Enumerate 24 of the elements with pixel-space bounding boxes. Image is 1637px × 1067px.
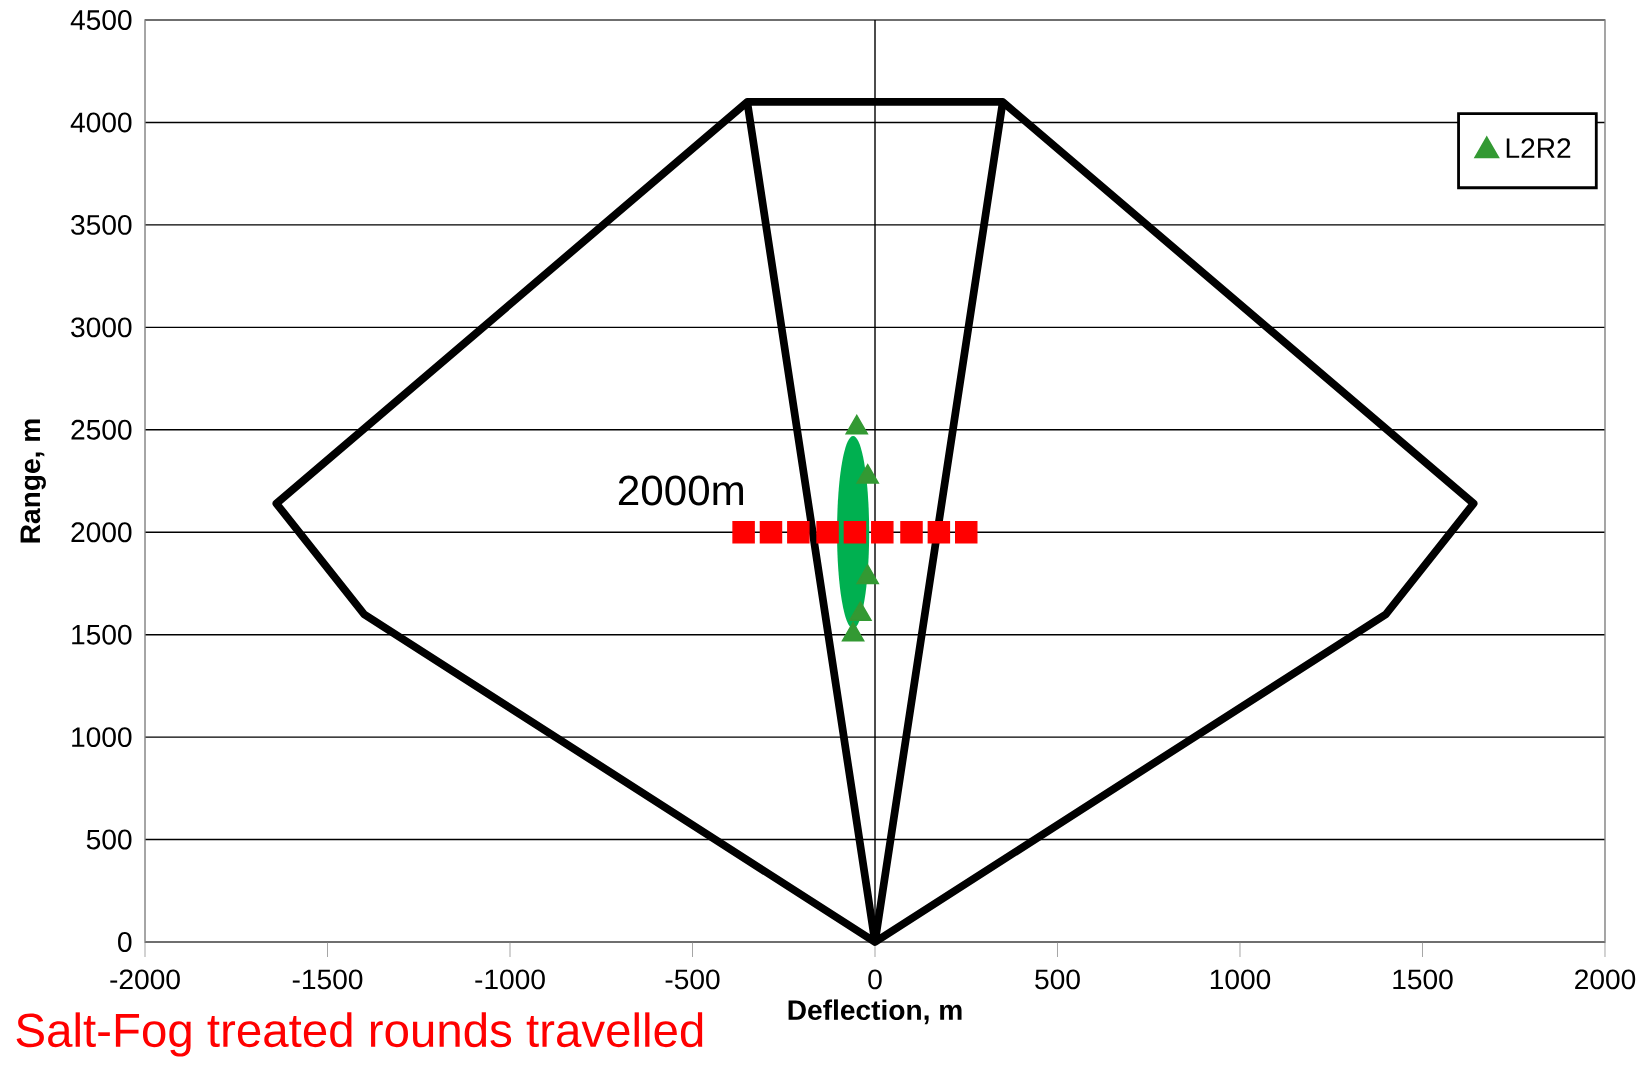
y-tick-label: 4500	[70, 10, 132, 30]
y-tick-label: 2000	[71, 522, 132, 543]
x-tick-label: -1000	[475, 969, 545, 990]
y-tick-label: 1000	[72, 727, 132, 748]
x-tick-label: 1500	[1393, 969, 1453, 990]
x-tick-label: 0	[868, 969, 882, 990]
text: Salt-Fog treated rounds travelled	[16, 1012, 703, 1057]
y-axis-title: Range, m	[20, 419, 46, 543]
x-tick-label: 500	[1035, 969, 1080, 990]
x-tick-label: -2000	[110, 969, 180, 990]
x-tick-label: -1500	[292, 969, 363, 990]
y-tick-label: 3000	[71, 317, 132, 338]
y-tick-label: 3500	[71, 214, 132, 235]
x-tick-label: 2000	[1575, 969, 1636, 990]
y-tick-label: 4000	[70, 112, 132, 133]
y-tick-label: 2500	[71, 419, 132, 440]
x-axis-title: Deflection, m	[788, 999, 962, 1025]
x-tick-label: -500	[665, 969, 720, 990]
legend-label: L2R2	[1506, 138, 1571, 158]
y-tick-label: 1500	[72, 624, 132, 645]
x-tick-label: 1000	[1210, 969, 1271, 990]
y-tick-label: 0	[118, 932, 132, 952]
annotation: 2000m	[618, 475, 743, 506]
y-tick-label: 500	[86, 829, 132, 850]
